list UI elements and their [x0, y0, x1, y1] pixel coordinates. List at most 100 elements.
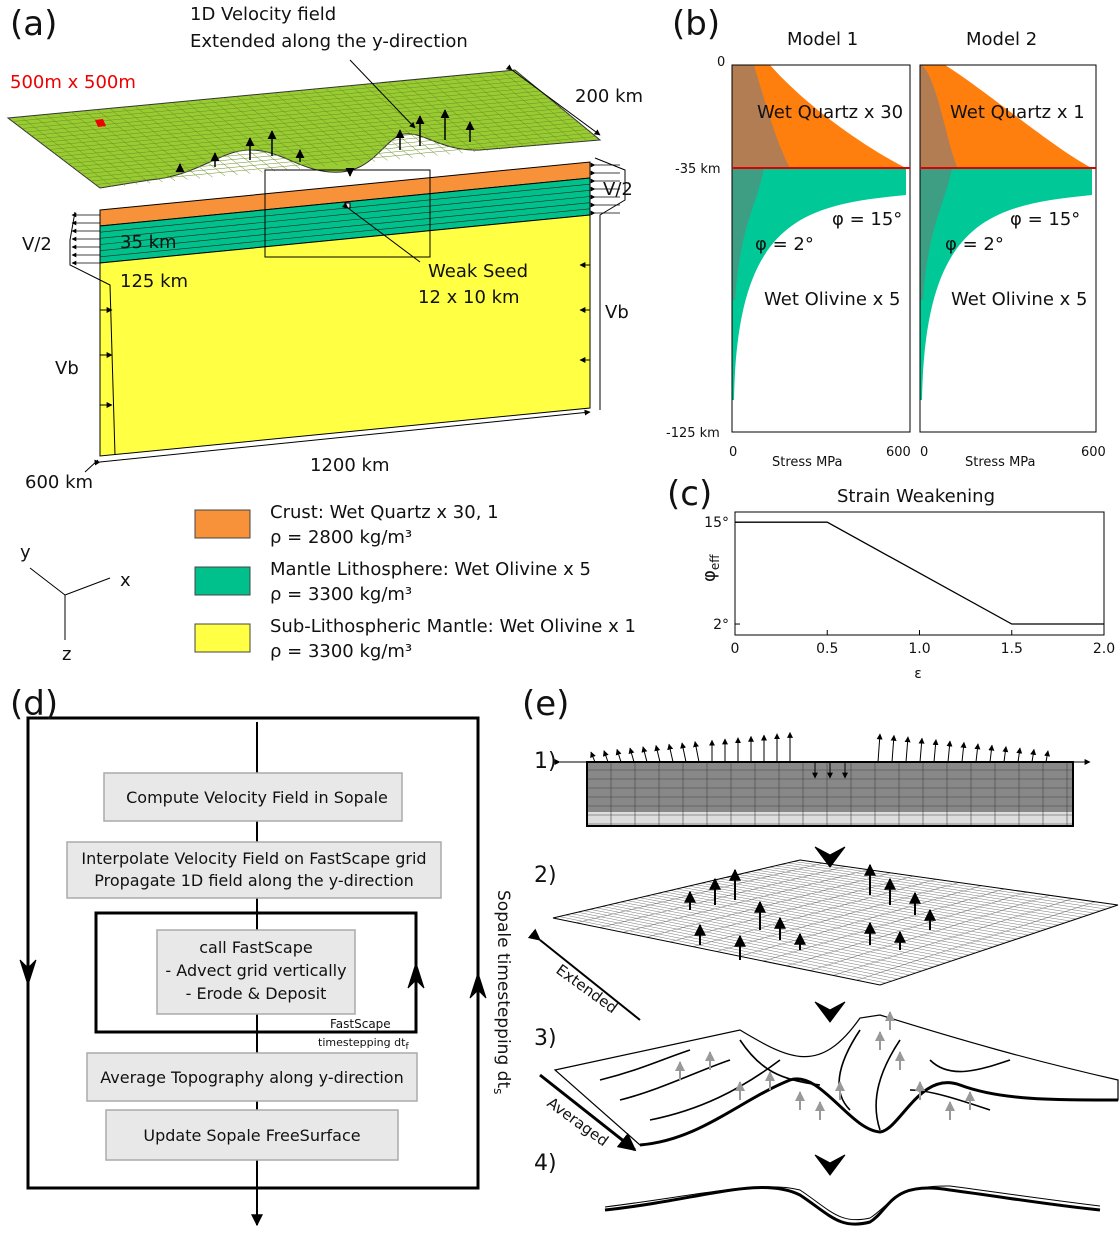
arrow [656, 746, 660, 763]
arrow [1046, 751, 1048, 762]
panel-label: (b) [672, 4, 720, 44]
model-title: Model 1 [787, 29, 858, 50]
arrow [878, 734, 880, 762]
step-text: Interpolate Velocity Field on FastScape … [81, 849, 426, 868]
grid-outline [553, 860, 1118, 985]
legend-density: ρ = 3300 kg/m³ [270, 641, 412, 662]
arrow [630, 748, 634, 762]
subscript: s [491, 1088, 505, 1094]
stress-label: Stress MPa [772, 455, 843, 470]
panel-label: (e) [522, 684, 569, 724]
loop-label: FastScape [330, 1017, 391, 1031]
profile [605, 1186, 1100, 1220]
arrow [682, 743, 686, 762]
surface [555, 1015, 1118, 1145]
step-label: 2) [534, 863, 557, 888]
legend-swatch [195, 624, 250, 652]
stress-label: Stress MPa [965, 455, 1036, 470]
grid-line [810, 895, 1050, 970]
axis [30, 568, 65, 595]
annotation: 1200 km [310, 455, 390, 476]
annotation: 1D Velocity field [190, 4, 336, 25]
x-axis-label: ε [914, 666, 922, 682]
arrow [617, 749, 621, 762]
arrow [906, 737, 908, 762]
annotation: 600 km [25, 472, 93, 493]
depth-label: -125 km [666, 426, 720, 441]
chevron [815, 1155, 845, 1175]
step-label: 4) [534, 1151, 557, 1176]
legend-label: Crust: Wet Quartz x 30, 1 [270, 502, 499, 523]
stress-label: 600 [1081, 445, 1106, 460]
dimension [85, 460, 98, 472]
annotation: Weak Seed [428, 261, 528, 282]
arrow [962, 742, 964, 762]
arrow [1018, 748, 1020, 762]
subscript: eff [708, 554, 722, 570]
step-text: Update Sopale FreeSurface [143, 1126, 360, 1145]
grid-line [623, 870, 868, 933]
chart-title: Strain Weakening [837, 486, 995, 507]
annotation: V/2 [22, 234, 52, 255]
legend: Crust: Wet Quartz x 30, 1ρ = 2800 kg/m³M… [195, 502, 636, 662]
stress-label: 600 [886, 445, 911, 460]
arrow [669, 744, 673, 762]
arrow [990, 745, 992, 762]
y-tick-label: 15° [704, 515, 729, 531]
y-tick-label: 2° [713, 617, 729, 633]
arrow [976, 744, 978, 762]
step-text: Compute Velocity Field in Sopale [126, 788, 388, 807]
profile [605, 1187, 1100, 1224]
annotation: Wet Quartz x 1 [950, 102, 1085, 123]
annotation: φ = 2° [945, 234, 1004, 255]
step-text: - Erode & Deposit [186, 984, 327, 1003]
stress-label: 0 [729, 445, 737, 460]
arrow [948, 741, 950, 762]
arrow [643, 747, 647, 762]
annotation: φ = 2° [755, 234, 814, 255]
annotation: 200 km [575, 86, 643, 107]
arrow [892, 735, 894, 762]
x-tick-label: 0.5 [816, 641, 838, 657]
annotation: Extended along the y-direction [190, 31, 468, 52]
annotation: Wet Quartz x 30 [757, 102, 903, 123]
arrow [695, 742, 699, 762]
subscript: f [405, 1042, 409, 1052]
legend-swatch [195, 510, 250, 538]
axis-label: z [62, 644, 71, 665]
arrow [1004, 747, 1006, 762]
arrow [934, 740, 936, 762]
mantle-strength [732, 168, 906, 400]
loop-label: timestepping dtf [318, 1036, 409, 1052]
annotation: 500m x 500m [10, 72, 136, 93]
step-label: 1) [534, 749, 557, 774]
axis-label: x [120, 570, 131, 591]
step-text: Propagate 1D field along the y-direction [94, 871, 414, 890]
legend-swatch [195, 567, 250, 595]
line [735, 522, 1104, 624]
arrow [604, 751, 608, 762]
annotation: Wet Olivine x 5 [951, 289, 1087, 310]
symbol: φ [699, 570, 720, 582]
step-text: Average Topography along y-direction [100, 1068, 403, 1087]
annotation: Wet Olivine x 5 [764, 289, 900, 310]
panel-label: (c) [667, 474, 712, 514]
x-tick-label: 1.5 [1001, 641, 1023, 657]
axis-label: y [20, 542, 31, 563]
chevron [815, 1002, 845, 1022]
x-tick-label: 1.0 [908, 641, 930, 657]
annotation: Vb [55, 358, 79, 379]
grid-line [646, 873, 890, 937]
legend-label: Sub-Lithospheric Mantle: Wet Olivine x 1 [270, 616, 636, 637]
annotation: 35 km [120, 232, 177, 253]
annotation: 125 km [120, 271, 188, 292]
annotation: Vb [605, 302, 629, 323]
axis [65, 578, 110, 595]
legend-density: ρ = 3300 kg/m³ [270, 584, 412, 605]
model-title: Model 2 [966, 29, 1037, 50]
annotation: 12 x 10 km [418, 287, 520, 308]
mantle-strength [920, 168, 1092, 400]
step-text: call FastScape [199, 938, 312, 957]
x-tick-label: 2.0 [1093, 641, 1115, 657]
